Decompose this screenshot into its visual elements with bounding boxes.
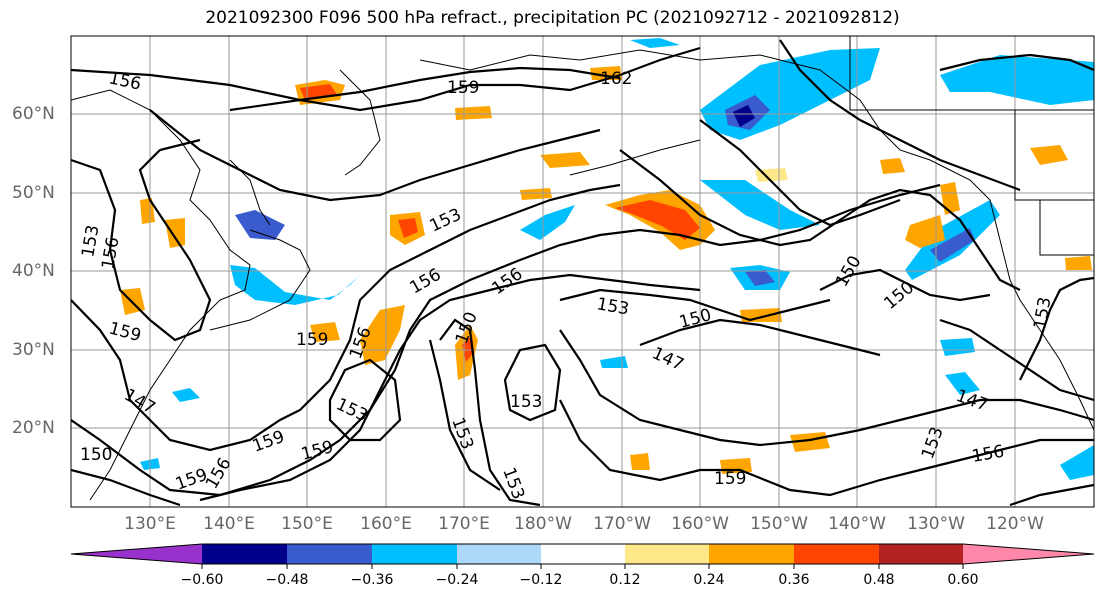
colorbar-cell [709,544,794,564]
colorbar [71,544,1094,569]
lon-label: 180°W [514,514,572,534]
lon-label: 160°E [360,514,412,534]
lon-label: 140°W [828,514,886,534]
colorbar-extend-low [71,544,202,564]
lat-label: 30°N [12,340,55,360]
colorbar-tick-label: −0.12 [520,572,563,588]
contour-label: 162 [600,69,632,89]
colorbar-cell [879,544,963,564]
colorbar-tick-label: −0.36 [351,572,394,588]
contour-label: 150 [80,445,112,465]
colorbar-tick-label: 0.36 [778,572,809,588]
lat-label: 50°N [12,183,55,203]
map-canvas: 156 159 162 153 153 156 159 156 156 153 … [0,0,1105,601]
colorbar-tick-label: 0.12 [609,572,640,588]
lon-label: 160°W [671,514,729,534]
colorbar-tick-label: 0.48 [863,572,894,588]
colorbar-cell [202,544,287,564]
lon-label: 170°E [438,514,490,534]
lon-label: 130°W [907,514,965,534]
colorbar-tick-label: −0.24 [436,572,479,588]
colorbar-cell [287,544,372,564]
colorbar-tick-label: 0.60 [947,572,978,588]
colorbar-cell [541,544,625,564]
lon-label: 140°E [203,514,255,534]
colorbar-tick-label: 0.24 [693,572,724,588]
colorbar-cell [794,544,879,564]
lon-label: 130°E [124,514,176,534]
colorbar-cell [457,544,541,564]
colorbar-cell [625,544,709,564]
contour-label: 153 [510,392,542,412]
colorbar-tick-label: −0.60 [181,572,224,588]
lon-label: 170°W [593,514,651,534]
lat-label: 20°N [12,418,55,438]
colorbar-extend-high [963,544,1094,564]
lat-label: 60°N [12,104,55,124]
colorbar-cell [372,544,457,564]
colorbar-tick-label: −0.48 [266,572,309,588]
lat-label: 40°N [12,261,55,281]
lon-label: 120°W [986,514,1044,534]
lon-label: 150°E [281,514,333,534]
contour-label: 159 [447,78,479,98]
lon-label: 150°W [750,514,808,534]
contour-label: 159 [714,469,746,489]
contour-label: 159 [296,330,328,350]
